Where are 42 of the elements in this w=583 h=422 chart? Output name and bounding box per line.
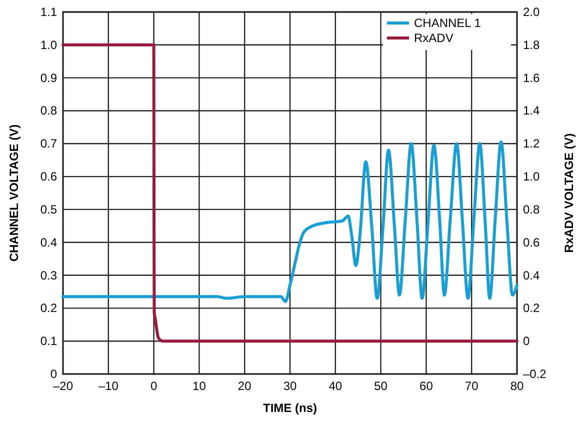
x-tick-label: 20 [238, 379, 252, 393]
x-tick-label: 10 [192, 379, 206, 393]
y2-axis-title: RxADV VOLTAGE (V) [562, 133, 576, 253]
legend-label: CHANNEL 1 [414, 16, 482, 30]
y2-tick-label: 1.2 [523, 136, 540, 151]
y-tick-label: 0.2 [40, 301, 58, 316]
y-tick-label: 0.1 [40, 334, 58, 348]
y2-tick-label: 2.0 [523, 5, 540, 19]
y2-tick-label: 1.4 [523, 104, 540, 118]
y2-tick-label: –0.2 [523, 367, 547, 381]
y2-tick-label: 0.2 [523, 301, 540, 316]
y-tick-label: 0.7 [40, 136, 58, 151]
y-tick-label: 0.6 [40, 170, 58, 184]
y-tick-label: 0 [50, 367, 58, 381]
x-tick-label: 80 [510, 379, 524, 393]
line-series [62, 140, 518, 304]
y2-tick-label: 0 [523, 334, 530, 348]
y-tick-label: 1.0 [40, 38, 58, 52]
x-tick-label: 40 [328, 379, 342, 393]
x-tick-label: –10 [98, 379, 119, 393]
y2-tick-label: 1.6 [523, 70, 540, 85]
y2-tick-label: 0.4 [523, 268, 540, 282]
y2-tick-label: 0.8 [523, 202, 540, 216]
x-tick-label: 30 [283, 379, 297, 393]
y2-tick-label: 1.8 [523, 38, 540, 52]
x-tick-label: 50 [374, 379, 388, 393]
y-axis-title: CHANNEL VOLTAGE (V) [7, 124, 21, 262]
x-tick-label: –20 [52, 379, 74, 393]
y-tick-label: 0.5 [40, 202, 58, 216]
legend-label: RxADV [414, 31, 454, 45]
y-tick-label: 1.1 [40, 5, 58, 19]
y-tick-label: 0.4 [40, 235, 58, 250]
x-tick-label: 0 [150, 379, 158, 393]
y-tick-label: 0.3 [40, 268, 58, 282]
x-tick-label: 60 [420, 379, 434, 393]
x-tick-label: 70 [464, 379, 479, 393]
line-series [62, 43, 518, 343]
y-tick-label: 0.9 [40, 70, 58, 85]
y-tick-label: 0.8 [40, 104, 58, 118]
x-axis-title: TIME (ns) [263, 401, 317, 415]
y2-tick-label: 1.0 [523, 170, 540, 184]
y2-tick-label: 0.6 [523, 235, 540, 250]
